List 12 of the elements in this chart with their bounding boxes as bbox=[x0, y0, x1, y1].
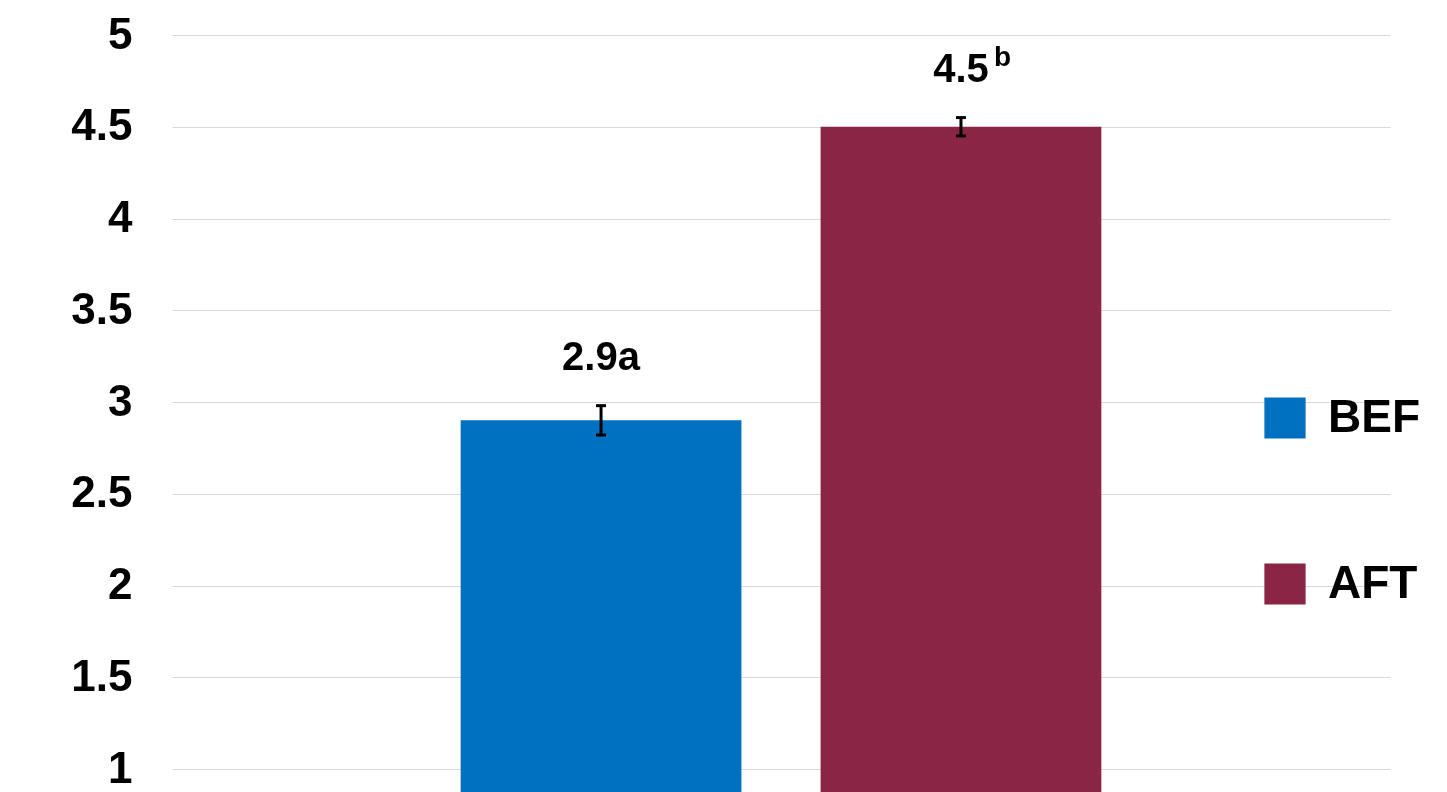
y-tick-label: 5 bbox=[108, 8, 133, 58]
y-tick-label: 1.5 bbox=[71, 650, 133, 700]
y-tick-label: 4 bbox=[108, 192, 134, 241]
legend-label: BEF bbox=[1328, 390, 1420, 442]
y-tick-label: 4.5 bbox=[71, 100, 133, 150]
legend-label: AFT bbox=[1328, 556, 1418, 608]
y-tick-label: 1 bbox=[108, 742, 133, 792]
y-tick-label: 3.5 bbox=[71, 283, 133, 333]
data-label: 2.9a bbox=[562, 333, 641, 378]
y-tick-label: 2 bbox=[108, 559, 133, 608]
y-tick-label: 3 bbox=[108, 375, 133, 425]
y-tick-label: 2.5 bbox=[71, 467, 133, 517]
